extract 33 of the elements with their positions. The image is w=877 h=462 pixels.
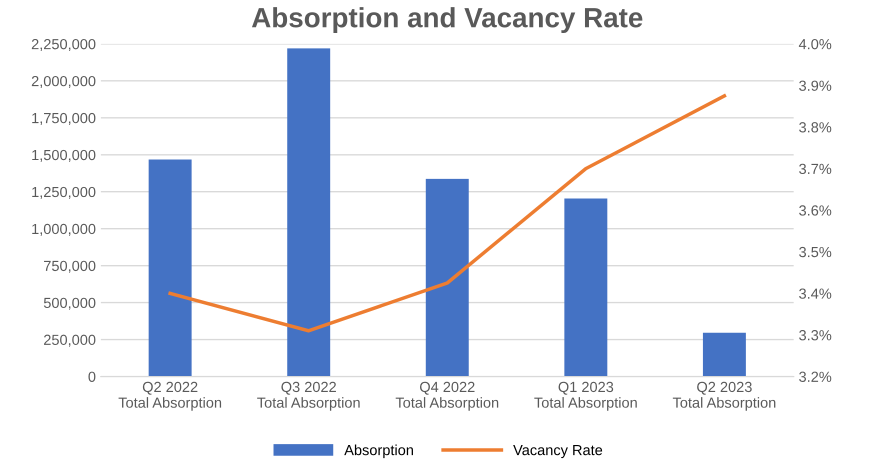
y2-tick-label: 3.7%	[799, 164, 832, 174]
bar	[426, 178, 469, 377]
y-tick-label: 0	[88, 372, 96, 382]
y2-tick-label: 3.3%	[799, 330, 832, 340]
bar	[287, 48, 330, 377]
y-tick-label: 250,000	[44, 334, 96, 347]
y2-tick-label: 4.0%	[798, 38, 832, 50]
y2-tick-label: 3.4%	[799, 288, 832, 299]
legend-label: Vacancy Rate	[513, 445, 602, 458]
x-tick-label: Q2 2022 Total Absorption	[118, 382, 222, 411]
chart-title: Absorption and Vacancy Rate	[252, 7, 642, 33]
x-tick-label: Q1 2023 Total Absorption	[534, 382, 637, 411]
y-tick-label: 750,000	[44, 260, 96, 273]
bar	[564, 198, 608, 377]
y-tick-label: 2,250,000	[32, 38, 96, 52]
x-tick-label: Q2 2023 Total Absorption	[672, 382, 776, 411]
y2-tick-label: 3.8%	[799, 122, 832, 132]
y-tick-label: 500,000	[44, 298, 96, 310]
bar	[702, 332, 746, 377]
y-tick-label: 1,000,000	[32, 224, 96, 236]
x-tick-label: Q3 2022 Total Absorption	[257, 382, 360, 411]
y2-tick-label: 3.5%	[799, 246, 832, 258]
y2-tick-label: 3.9%	[799, 80, 832, 91]
bar	[148, 160, 192, 377]
y-tick-label: 2,000,000	[32, 76, 96, 88]
y-tick-label: 1,250,000	[32, 186, 96, 199]
y-tick-label: 1,500,000	[32, 150, 96, 162]
y2-tick-label: 3.6%	[799, 205, 832, 216]
y-tick-label: 1,750,000	[32, 112, 96, 125]
x-tick-label: Q4 2022 Total Absorption	[396, 382, 498, 411]
line-series	[168, 94, 726, 333]
y2-tick-label: 3.2%	[799, 372, 832, 382]
legend-label: Absorption	[344, 444, 413, 458]
